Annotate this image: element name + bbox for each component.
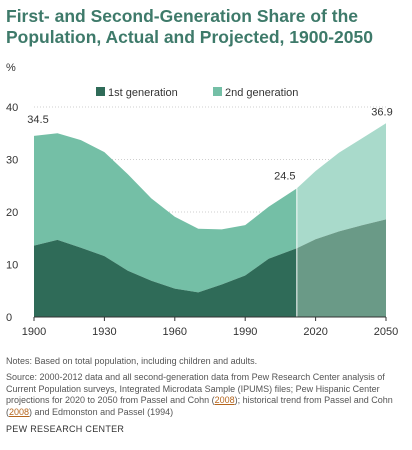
region-label-projected: Projected xyxy=(290,136,340,148)
source-part2: ); historical trend from Passel and Cohn… xyxy=(6,395,393,417)
area-2nd-generation-actual xyxy=(34,133,297,293)
x-tick-label: 1930 xyxy=(92,326,116,338)
source-part3: ) and Edmonston and Passel (1994) xyxy=(29,406,174,417)
org-name: PEW RESEARCH CENTER xyxy=(6,424,125,434)
chart-areas xyxy=(34,123,386,317)
source-link-1[interactable]: 2008 xyxy=(214,395,235,405)
y-tick-label: 30 xyxy=(6,155,18,167)
y-tick-label: 10 xyxy=(6,260,18,272)
x-tick-label: 1900 xyxy=(22,326,46,338)
annotations: Actual Projected 34.5 24.5 36.9 xyxy=(27,106,392,182)
legend: 1st generation 2nd generation xyxy=(96,87,298,99)
y-tick-label: 0 xyxy=(6,312,12,324)
source-text: Source: 2000-2012 data and all second-ge… xyxy=(6,372,406,418)
area-2nd-generation-projected xyxy=(296,123,386,249)
x-tick-label: 2020 xyxy=(303,326,327,338)
source-part1: Source: 2000-2012 data and all second-ge… xyxy=(6,372,385,405)
x-tick-label: 2050 xyxy=(374,326,398,338)
legend-swatch xyxy=(213,87,222,96)
legend-swatch xyxy=(96,87,105,96)
y-tick-label: 40 xyxy=(6,102,18,114)
y-axis-unit-label: % xyxy=(6,62,16,74)
tick-labels: % 0 10 20 30 40 1900 1930 1960 1990 2020 2050 xyxy=(6,62,398,338)
value-annotation: 24.5 xyxy=(274,170,295,182)
legend-label: 2nd generation xyxy=(225,87,298,99)
y-tick-label: 20 xyxy=(6,207,18,219)
chart-svg: % 0 10 20 30 40 1900 1930 1960 1990 2020 2050 1st g… xyxy=(6,62,398,338)
source-link-2[interactable]: 2008 xyxy=(9,406,30,417)
chart-title: First- and Second-Generation Share of th… xyxy=(6,6,373,47)
x-tick-label: 1990 xyxy=(233,326,257,338)
notes-text: Notes: Based on total population, includ… xyxy=(6,356,258,366)
region-label-actual: Actual xyxy=(102,136,136,148)
legend-label: 1st generation xyxy=(108,87,178,99)
value-annotation: 36.9 xyxy=(371,106,392,118)
value-annotation: 34.5 xyxy=(27,114,48,126)
x-tick-label: 1960 xyxy=(163,326,187,338)
axes xyxy=(33,316,387,321)
area-1st-generation-projected xyxy=(296,219,386,317)
area-1st-generation-actual xyxy=(34,239,297,317)
